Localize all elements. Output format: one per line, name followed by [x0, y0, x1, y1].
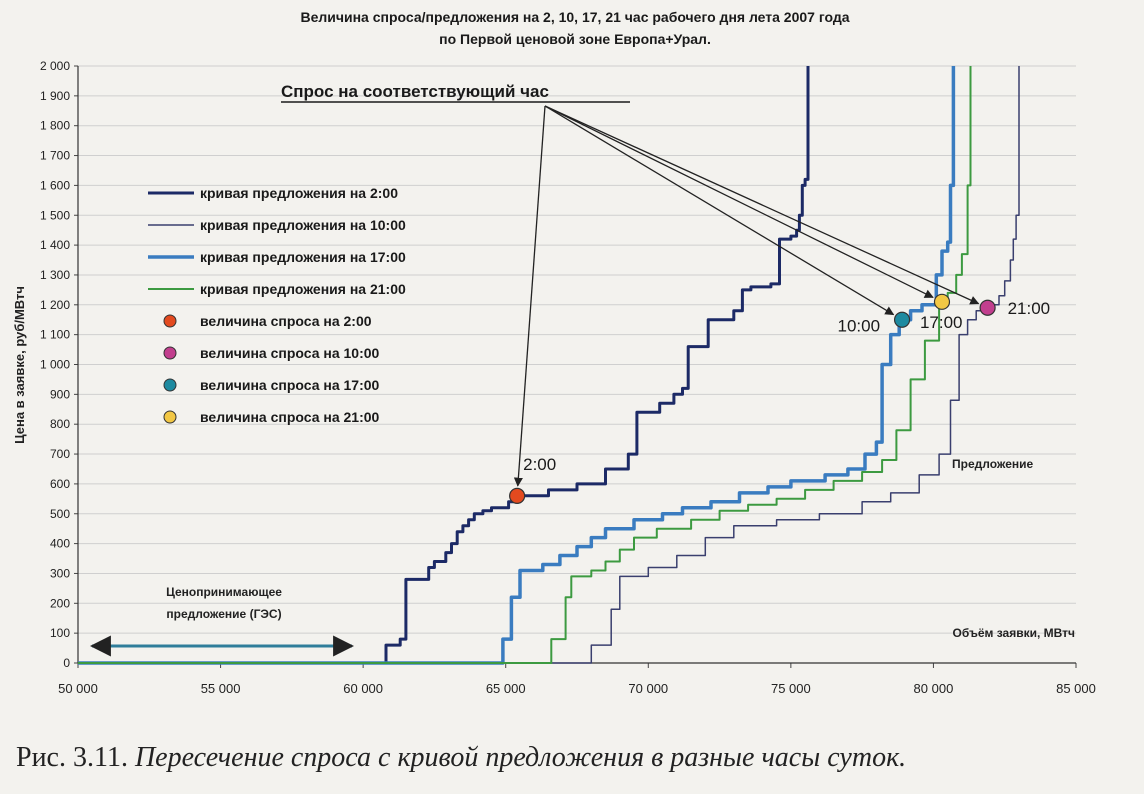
- supply-label: Предложение: [952, 457, 1034, 471]
- y-tick-label: 1 900: [40, 89, 70, 103]
- y-tick-label: 900: [50, 387, 70, 401]
- legend-label: кривая предложения на 21:00: [200, 281, 406, 297]
- legend: кривая предложения на 2:00 кривая предлож…: [148, 185, 406, 425]
- supply-curve-1: [78, 66, 1020, 664]
- ges-label-line1: Ценопринимающее: [166, 585, 282, 599]
- y-tick-labels: 0 100 200 300 400 500 600 700 800 900 1 000 1 100 1 …: [40, 59, 70, 670]
- y-tick-label: 1 100: [40, 328, 70, 342]
- demand-point-2: [893, 311, 911, 328]
- x-tick-label: 60 000: [343, 681, 383, 696]
- demand-point-3: [933, 293, 951, 310]
- demand-point-label-3: 17:00: [920, 313, 963, 332]
- demand-point-label-2: 10:00: [838, 317, 881, 336]
- y-tick-label: 1 000: [40, 358, 70, 372]
- y-tick-label: 2 000: [40, 59, 70, 73]
- supply-curve-3: [78, 66, 972, 664]
- x-tick-label: 85 000: [1056, 681, 1096, 696]
- legend-swatch-point: [163, 410, 177, 424]
- legend-swatch-point: [163, 346, 177, 360]
- legend-label: величина спроса на 17:00: [200, 377, 380, 393]
- caption-text: Пересечение спроса с кривой предложения …: [134, 742, 907, 773]
- demand-point-label-0: 2:00: [523, 455, 556, 474]
- y-tick-label: 200: [50, 596, 70, 610]
- y-tick-label: 1 500: [40, 208, 70, 222]
- x-axis-label: Объём заявки, МВтч: [953, 626, 1076, 640]
- demand-arrow-0: [513, 105, 546, 487]
- legend-label: величина спроса на 21:00: [200, 409, 380, 425]
- demand-point-0: [509, 487, 526, 504]
- y-tick-label: 1 600: [40, 178, 70, 192]
- demand-point-1: [979, 299, 996, 316]
- demand-points: 2:00 21:00 10:00 17:00: [509, 293, 1051, 504]
- x-tick-label: 50 000: [58, 681, 98, 696]
- legend-swatch-point: [163, 378, 177, 392]
- supply-curve-0: [78, 66, 810, 665]
- y-axis-label: Цена в заявке, руб/МВтч: [12, 286, 27, 444]
- x-tick-label: 80 000: [914, 681, 954, 696]
- demand-point-label-1: 21:00: [1008, 299, 1051, 318]
- supply-demand-chart: 0 100 200 300 400 500 600 700 800 900 1 000 1 100 1 …: [12, 9, 1096, 696]
- x-tick-label: 55 000: [201, 681, 241, 696]
- demand-arrow-1: [544, 105, 980, 305]
- x-tick-labels: 50 000 55 000 60 000 65 000 70 000 75 000 80 0…: [58, 681, 1096, 696]
- legend-label: кривая предложения на 2:00: [200, 185, 398, 201]
- caption-prefix: Рис. 3.11.: [16, 742, 128, 773]
- x-tick-label: 75 000: [771, 681, 811, 696]
- chart-title-line1: Величина спроса/предложения на 2, 10, 17…: [300, 9, 849, 25]
- demand-header: Спрос на соответствующий час: [281, 82, 549, 101]
- y-tick-label: 300: [50, 566, 70, 580]
- chart-texts: Величина спроса/предложения на 2, 10, 17…: [12, 9, 1075, 640]
- legend-label: величина спроса на 10:00: [200, 345, 380, 361]
- chart-title-line2: по Первой ценовой зоне Европа+Урал.: [439, 31, 711, 47]
- y-tick-label: 0: [63, 656, 70, 670]
- y-tick-label: 600: [50, 477, 70, 491]
- y-tick-label: 400: [50, 537, 70, 551]
- x-tick-label: 65 000: [486, 681, 526, 696]
- legend-label: кривая предложения на 10:00: [200, 217, 406, 233]
- y-tick-label: 100: [50, 626, 70, 640]
- y-tick-label: 1 300: [40, 268, 70, 282]
- demand-arrows: [89, 101, 980, 657]
- x-tick-label: 70 000: [628, 681, 668, 696]
- legend-label: кривая предложения на 17:00: [200, 249, 406, 265]
- y-tick-label: 500: [50, 507, 70, 521]
- y-tick-label: 1 200: [40, 298, 70, 312]
- y-tick-label: 1 700: [40, 149, 70, 163]
- y-tick-label: 700: [50, 447, 70, 461]
- legend-swatch-point: [163, 314, 177, 328]
- demand-arrow-2: [544, 105, 895, 316]
- figure-caption: Рис. 3.11. Пересечение спроса с кривой п…: [16, 742, 906, 774]
- y-tick-label: 1 800: [40, 119, 70, 133]
- y-tick-label: 1 400: [40, 238, 70, 252]
- legend-label: величина спроса на 2:00: [200, 313, 372, 329]
- demand-arrow-3: [544, 105, 934, 298]
- y-tick-label: 800: [50, 417, 70, 431]
- ges-label-line2: предложение (ГЭС): [166, 607, 281, 621]
